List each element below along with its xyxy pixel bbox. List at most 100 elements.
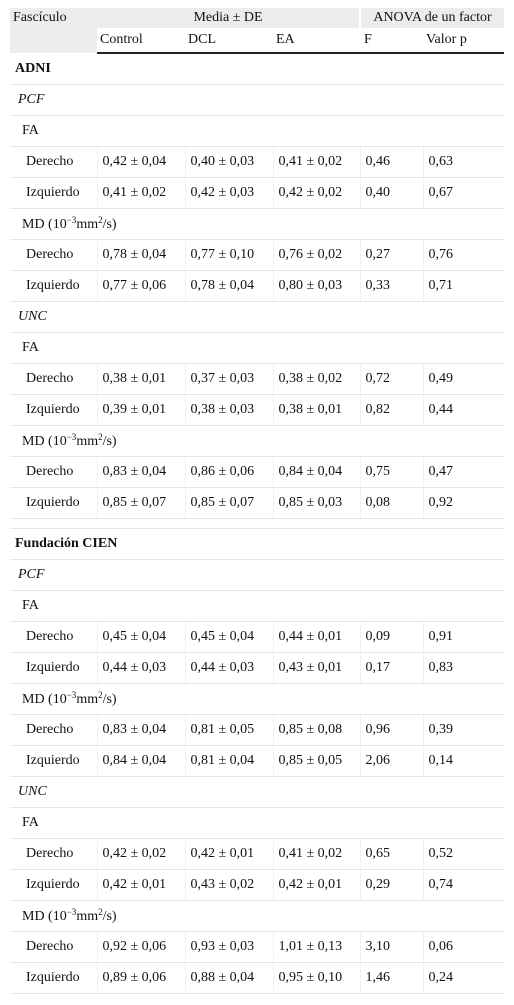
cell-side: Izquierdo [10,869,97,901]
cell-side: Derecho [10,239,97,271]
cell-ea: 0,76 ± 0,02 [272,239,360,271]
header-group-anova: ANOVA de un factor [360,8,504,28]
md-label-c: /s) [102,909,117,924]
table-row: Izquierdo 0,85 ± 0,07 0,85 ± 0,07 0,85 ± 0,… [10,487,504,519]
cell-ea: 0,85 ± 0,03 [272,487,360,519]
cell-ea: 0,41 ± 0,02 [272,146,360,178]
cell-dcl: 0,77 ± 0,10 [184,239,273,271]
cell-ea: 0,80 ± 0,03 [272,270,360,302]
cell-control: 0,44 ± 0,03 [96,652,185,684]
cell-f: 0,96 [359,714,423,746]
cell-side: Derecho [10,456,97,488]
table-row: Izquierdo 0,41 ± 0,02 0,42 ± 0,03 0,42 ± 0,… [10,177,504,209]
section-title-row: Fundación CIEN [10,528,504,560]
cell-dcl: 0,88 ± 0,04 [184,962,273,994]
metric-label: FA [10,332,504,364]
md-label-exp: −3 [66,690,77,700]
md-label-sq: 2 [98,215,103,225]
section-title: Fundación CIEN [10,528,504,560]
cell-p: 0,24 [422,962,504,994]
header-dcl: DCL [185,28,273,54]
md-label-c: /s) [102,434,117,449]
cell-control: 0,89 ± 0,06 [96,962,185,994]
table-row: Derecho 0,38 ± 0,01 0,37 ± 0,03 0,38 ± 0,02… [10,363,504,395]
table-header: Fascículo Media ± DE ANOVA de un factor … [10,8,504,54]
cell-control: 0,42 ± 0,04 [96,146,185,178]
cell-side: Derecho [10,931,97,963]
md-label-a: MD (10 [22,909,67,924]
cell-f: 0,72 [359,363,423,395]
cell-ea: 0,42 ± 0,01 [272,869,360,901]
cell-control: 0,84 ± 0,04 [96,745,185,777]
cell-side: Derecho [10,714,97,746]
cell-dcl: 0,43 ± 0,02 [184,869,273,901]
md-label-sq: 2 [98,907,103,917]
header-control: Control [97,28,185,54]
cell-side: Izquierdo [10,270,97,302]
md-label-c: /s) [102,692,117,707]
cell-p: 0,92 [422,487,504,519]
table-body: ADNI PCF FA Derecho 0,42 ± 0,04 0,40 ± 0,03 0,… [10,53,504,994]
cell-f: 0,82 [359,394,423,426]
metric-label: FA [10,115,504,147]
header-valor-p: Valor p [423,28,504,54]
cell-f: 0,40 [359,177,423,209]
cell-dcl: 0,45 ± 0,04 [184,621,273,653]
header-group-means: Media ± DE [97,8,361,28]
cell-f: 0,17 [359,652,423,684]
cell-p: 0,49 [422,363,504,395]
cell-ea: 1,01 ± 0,13 [272,931,360,963]
cell-side: Derecho [10,363,97,395]
cell-control: 0,45 ± 0,04 [96,621,185,653]
cell-ea: 0,38 ± 0,01 [272,394,360,426]
section-title: ADNI [10,53,504,85]
table-row: Izquierdo 0,84 ± 0,04 0,81 ± 0,04 0,85 ± 0,… [10,745,504,777]
md-label-a: MD (10 [22,692,67,707]
md-label-b: mm [76,909,99,924]
md-label-b: mm [76,217,99,232]
cell-p: 0,76 [422,239,504,271]
cell-p: 0,71 [422,270,504,302]
cell-control: 0,83 ± 0,04 [96,456,185,488]
cell-control: 0,39 ± 0,01 [96,394,185,426]
cell-side: Izquierdo [10,745,97,777]
cell-f: 3,10 [359,931,423,963]
md-label-sq: 2 [98,432,103,442]
fascicle-label-row: UNC [10,301,504,333]
cell-f: 0,33 [359,270,423,302]
cell-dcl: 0,37 ± 0,03 [184,363,273,395]
cell-dcl: 0,78 ± 0,04 [184,270,273,302]
metric-label-row: FA [10,115,504,147]
cell-side: Izquierdo [10,652,97,684]
cell-p: 0,63 [422,146,504,178]
cell-f: 0,29 [359,869,423,901]
metric-label-row: FA [10,590,504,622]
cell-ea: 0,95 ± 0,10 [272,962,360,994]
md-label-exp: −3 [66,215,77,225]
results-table: Fascículo Media ± DE ANOVA de un factor … [10,8,504,994]
metric-label: FA [10,590,504,622]
header-row-groups: Fascículo Media ± DE ANOVA de un factor [10,8,504,53]
metric-row: MD (10−3mm2/s) [10,425,504,457]
cell-dcl: 0,42 ± 0,03 [184,177,273,209]
metric-label-md: MD (10−3mm2/s) [10,425,504,457]
cell-p: 0,83 [422,652,504,684]
cell-p: 0,67 [422,177,504,209]
cell-dcl: 0,38 ± 0,03 [184,394,273,426]
cell-p: 0,91 [422,621,504,653]
cell-dcl: 0,93 ± 0,03 [184,931,273,963]
table-row: Derecho 0,78 ± 0,04 0,77 ± 0,10 0,76 ± 0,02… [10,239,504,271]
table-row: Izquierdo 0,39 ± 0,01 0,38 ± 0,03 0,38 ± 0,… [10,394,504,426]
cell-f: 0,08 [359,487,423,519]
cell-f: 0,46 [359,146,423,178]
cell-ea: 0,43 ± 0,01 [272,652,360,684]
table-row: Derecho 0,45 ± 0,04 0,45 ± 0,04 0,44 ± 0,01… [10,621,504,653]
table-row: Izquierdo 0,77 ± 0,06 0,78 ± 0,04 0,80 ± 0,… [10,270,504,302]
cell-control: 0,42 ± 0,02 [96,838,185,870]
fascicle-label-row: PCF [10,559,504,591]
metric-row: MD (10−3mm2/s) [10,900,504,932]
cell-side: Derecho [10,621,97,653]
cell-dcl: 0,85 ± 0,07 [184,487,273,519]
cell-p: 0,06 [422,931,504,963]
